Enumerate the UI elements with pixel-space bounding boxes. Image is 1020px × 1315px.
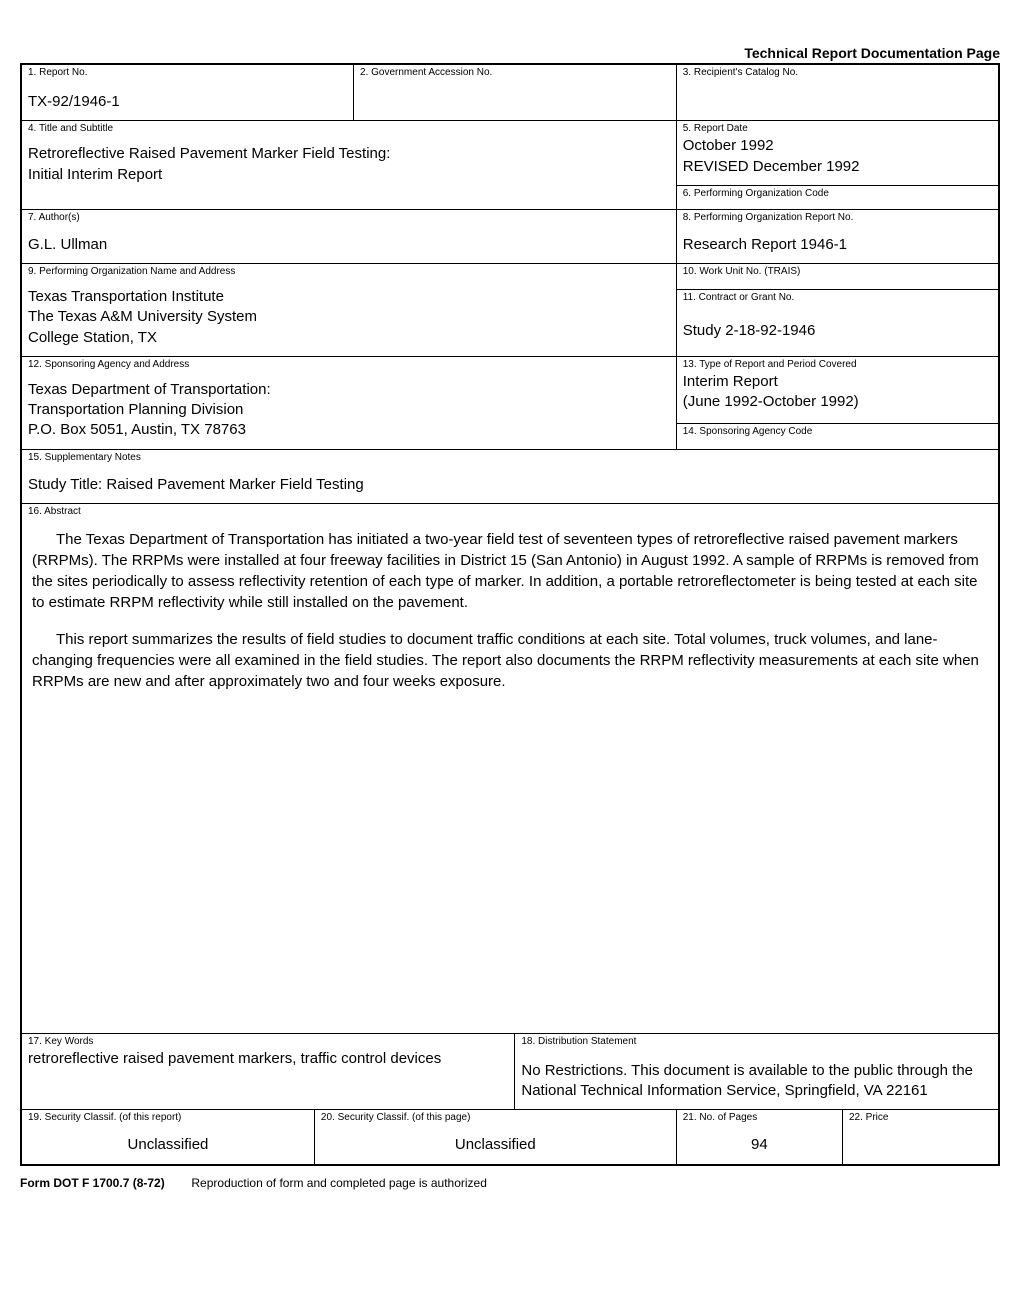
- cell-pages: 21. No. of Pages 94: [676, 1110, 842, 1165]
- label-3: 3. Recipient's Catalog No.: [683, 67, 992, 78]
- value-18: No Restrictions. This document is availa…: [521, 1061, 992, 1102]
- cell-perf-org-name: 9. Performing Organization Name and Addr…: [21, 264, 676, 357]
- value-21: 94: [683, 1135, 836, 1155]
- cell-supplementary: 15. Supplementary Notes Study Title: Rai…: [21, 449, 999, 503]
- abstract-p1: The Texas Department of Transportation h…: [32, 529, 988, 613]
- value-8: Research Report 1946-1: [683, 235, 992, 255]
- label-14: 14. Sponsoring Agency Code: [683, 426, 992, 437]
- cell-price: 22. Price: [842, 1110, 999, 1165]
- label-21: 21. No. of Pages: [683, 1112, 836, 1123]
- cell-keywords: 17. Key Words retroreflective raised pav…: [21, 1033, 515, 1110]
- cell-abstract: 16. Abstract The Texas Department of Tra…: [21, 503, 999, 1033]
- value-12: Texas Department of Transportation: Tran…: [28, 380, 670, 441]
- label-12: 12. Sponsoring Agency and Address: [28, 359, 670, 370]
- label-20: 20. Security Classif. (of this page): [321, 1112, 670, 1123]
- cell-contract-no: 11. Contract or Grant No. Study 2-18-92-…: [676, 290, 999, 356]
- label-8: 8. Performing Organization Report No.: [683, 212, 992, 223]
- value-20: Unclassified: [321, 1135, 670, 1155]
- abstract-p2: This report summarizes the results of fi…: [32, 629, 988, 692]
- cell-sponsor-name: 12. Sponsoring Agency and Address Texas …: [21, 356, 676, 449]
- footer-text: Reproduction of form and completed page …: [191, 1176, 487, 1190]
- value-1: TX-92/1946-1: [28, 92, 347, 112]
- value-13: Interim Report (June 1992-October 1992): [683, 372, 992, 413]
- label-9: 9. Performing Organization Name and Addr…: [28, 266, 670, 277]
- label-7: 7. Author(s): [28, 212, 670, 223]
- cell-perf-org-code: 6. Performing Organization Code: [676, 185, 999, 209]
- value-19: Unclassified: [28, 1135, 308, 1155]
- cell-report-date: 5. Report Date October 1992 REVISED Dece…: [676, 121, 999, 186]
- cell-report-no: 1. Report No. TX-92/1946-1: [21, 64, 354, 121]
- label-18: 18. Distribution Statement: [521, 1036, 992, 1047]
- cell-perf-org-report: 8. Performing Organization Report No. Re…: [676, 209, 999, 263]
- value-15: Study Title: Raised Pavement Marker Fiel…: [28, 475, 992, 495]
- documentation-table: 1. Report No. TX-92/1946-1 2. Government…: [20, 63, 1000, 1166]
- value-11: Study 2-18-92-1946: [683, 321, 992, 341]
- footer: Form DOT F 1700.7 (8-72) Reproduction of…: [20, 1176, 1000, 1190]
- value-4: Retroreflective Raised Pavement Marker F…: [28, 144, 670, 185]
- label-6: 6. Performing Organization Code: [683, 188, 992, 199]
- value-9: Texas Transportation Institute The Texas…: [28, 287, 670, 348]
- label-16: 16. Abstract: [28, 506, 992, 517]
- cell-gov-accession: 2. Government Accession No.: [354, 64, 677, 121]
- cell-report-type: 13. Type of Report and Period Covered In…: [676, 356, 999, 424]
- label-1: 1. Report No.: [28, 67, 347, 78]
- cell-sponsor-code: 14. Sponsoring Agency Code: [676, 424, 999, 449]
- cell-recipient-catalog: 3. Recipient's Catalog No.: [676, 64, 999, 121]
- value-17: retroreflective raised pavement markers,…: [28, 1049, 508, 1069]
- value-5: October 1992 REVISED December 1992: [683, 136, 992, 177]
- label-2: 2. Government Accession No.: [360, 67, 670, 78]
- label-19: 19. Security Classif. (of this report): [28, 1112, 308, 1123]
- value-7: G.L. Ullman: [28, 235, 670, 255]
- cell-title: 4. Title and Subtitle Retroreflective Ra…: [21, 121, 676, 210]
- cell-authors: 7. Author(s) G.L. Ullman: [21, 209, 676, 263]
- label-15: 15. Supplementary Notes: [28, 452, 992, 463]
- cell-sec-report: 19. Security Classif. (of this report) U…: [21, 1110, 314, 1165]
- label-5: 5. Report Date: [683, 123, 992, 134]
- abstract-body: The Texas Department of Transportation h…: [28, 519, 992, 718]
- label-13: 13. Type of Report and Period Covered: [683, 359, 992, 370]
- label-22: 22. Price: [849, 1112, 992, 1123]
- label-4: 4. Title and Subtitle: [28, 123, 670, 134]
- page-header: Technical Report Documentation Page: [20, 45, 1000, 61]
- label-17: 17. Key Words: [28, 1036, 508, 1047]
- cell-distribution: 18. Distribution Statement No Restrictio…: [515, 1033, 999, 1110]
- cell-sec-page: 20. Security Classif. (of this page) Unc…: [314, 1110, 676, 1165]
- label-11: 11. Contract or Grant No.: [683, 292, 992, 303]
- footer-form-number: Form DOT F 1700.7 (8-72): [20, 1176, 165, 1190]
- cell-work-unit: 10. Work Unit No. (TRAIS): [676, 264, 999, 290]
- label-10: 10. Work Unit No. (TRAIS): [683, 266, 992, 277]
